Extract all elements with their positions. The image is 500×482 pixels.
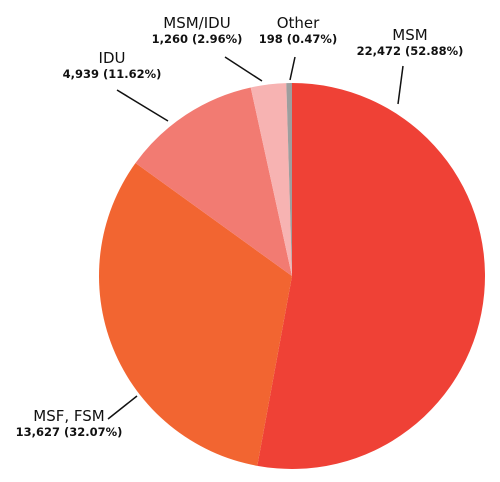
pie-slice-other (286, 82, 292, 277)
slice-label-msm: MSM (392, 26, 427, 44)
leader-line-other (289, 56, 296, 81)
slice-label-idu: IDU (99, 49, 126, 67)
pie-slice-msm-idu (250, 83, 292, 276)
pie-slices (98, 82, 485, 470)
slice-value-msm: 22,472 (52.88%) (357, 44, 464, 58)
slice-value-idu: 4,939 (11.62%) (63, 67, 162, 81)
slice-label-msm-idu: MSM/IDU (163, 14, 230, 32)
leader-line-msf-fsm (107, 395, 138, 420)
slice-value-msm-idu: 1,260 (2.96%) (152, 32, 243, 46)
slice-value-other: 198 (0.47%) (259, 32, 337, 46)
leader-line-msm (397, 65, 404, 105)
slice-value-msf-fsm: 13,627 (32.07%) (16, 425, 123, 439)
pie-slice-idu (135, 87, 292, 277)
slice-label-other: Other (277, 14, 320, 32)
leader-line-idu (116, 89, 169, 122)
slice-label-msf-fsm: MSF, FSM (33, 407, 104, 425)
pie-slice-msm (257, 83, 485, 470)
leader-line-msm-idu (224, 56, 263, 82)
pie-slice-msf-fsm (98, 163, 292, 466)
